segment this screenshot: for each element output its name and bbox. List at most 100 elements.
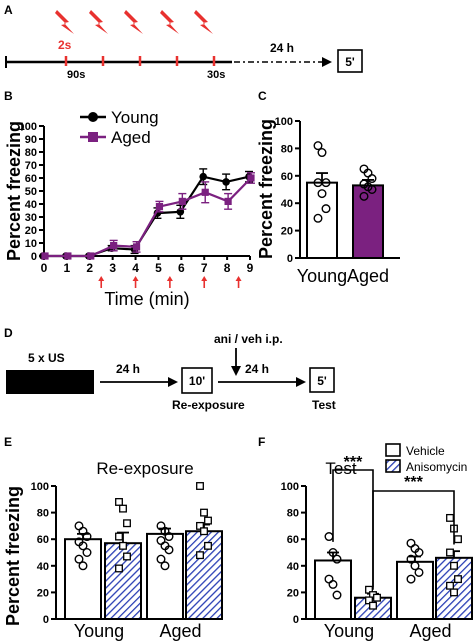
- data-point-aged: [155, 203, 164, 211]
- individual-point: [200, 527, 208, 536]
- interval-first-label: 90s: [67, 69, 85, 81]
- individual-point: [196, 521, 204, 530]
- y-tick-label: 70: [25, 160, 37, 172]
- individual-point: [450, 561, 458, 570]
- individual-point: [119, 541, 127, 550]
- individual-point: [454, 575, 462, 584]
- individual-point: [115, 532, 123, 541]
- individual-point: [313, 141, 323, 151]
- y-tick-label: 10: [25, 238, 37, 250]
- shock-arrowhead: [98, 276, 105, 281]
- individual-point: [406, 574, 416, 584]
- y-tick-label: 60: [281, 171, 293, 183]
- individual-point: [414, 548, 424, 558]
- category-label: Aged: [159, 621, 201, 641]
- individual-point: [446, 548, 454, 557]
- series-line-young: [43, 175, 250, 258]
- panel-letter-a: A: [4, 3, 13, 17]
- individual-point: [196, 482, 204, 490]
- reexposure-box: [181, 367, 213, 394]
- y-tick-label: 50: [25, 186, 37, 198]
- legend-label: Aged: [111, 128, 151, 147]
- individual-point: [446, 513, 454, 522]
- y-axis-title: Percent freezing: [256, 119, 276, 259]
- lightning-icon: [55, 10, 74, 34]
- interval-last-label: 30s: [207, 69, 225, 81]
- y-tick-label: 100: [275, 116, 293, 128]
- reexposure-duration: 10': [189, 374, 205, 388]
- data-point-aged: [64, 252, 72, 260]
- test-session-duration: 5': [345, 55, 355, 69]
- individual-point: [406, 538, 416, 548]
- bar-young-anisomycin: [104, 542, 142, 620]
- data-point-young: [222, 178, 230, 186]
- data-point-aged: [247, 174, 255, 182]
- lightning-icon: [89, 10, 108, 34]
- y-tick-label: 60: [25, 173, 37, 185]
- panel-e: E 0 20 40 60 80 100 Re-exposure Percent freezin…: [3, 435, 223, 641]
- panel-letter-d: D: [4, 326, 13, 340]
- y-tick-label: 0: [293, 614, 299, 626]
- data-point-aged: [87, 252, 95, 260]
- individual-point: [160, 561, 170, 571]
- shock-arrowhead: [235, 276, 242, 281]
- lightning-icon: [194, 10, 213, 34]
- delay-arrowhead: [322, 57, 332, 67]
- individual-point: [367, 174, 377, 184]
- shock-duration-label: 2s: [58, 38, 72, 52]
- y-tick-label: 60: [287, 534, 299, 546]
- y-axis-title: Percent freezing: [4, 121, 24, 261]
- data-point-aged: [41, 252, 49, 260]
- category-label: Young: [297, 266, 347, 286]
- delay2-label: 24 h: [245, 362, 269, 376]
- individual-point: [78, 541, 88, 551]
- individual-point: [82, 548, 92, 558]
- legend-swatch-anisomycin: [385, 459, 401, 473]
- y-tick-label: 40: [287, 561, 299, 573]
- x-tick-label: 4: [132, 261, 139, 275]
- y-tick-label: 20: [25, 225, 37, 237]
- x-tick-label: 3: [109, 261, 116, 275]
- y-tick-label: 0: [43, 614, 49, 626]
- individual-point: [123, 519, 131, 528]
- data-point-aged: [178, 197, 186, 205]
- panel-letter-f: F: [258, 435, 265, 449]
- individual-point: [317, 189, 327, 199]
- data-point-young: [199, 172, 208, 181]
- individual-point: [414, 567, 424, 577]
- us-label: 5 x US: [28, 351, 65, 365]
- individual-point: [328, 579, 338, 589]
- delay1-label: 24 h: [116, 362, 140, 376]
- individual-point: [328, 548, 338, 558]
- lightning-icon: [124, 10, 143, 34]
- individual-point: [115, 564, 123, 573]
- data-point-aged: [132, 243, 141, 251]
- y-tick-label: 0: [31, 251, 37, 263]
- y-tick-label: 100: [31, 481, 49, 493]
- x-tick-label: 9: [247, 261, 254, 275]
- test-label: Test: [312, 398, 336, 412]
- individual-point: [332, 590, 342, 600]
- individual-point: [119, 504, 127, 513]
- y-tick-label: 20: [37, 587, 49, 599]
- x-tick-label: 1: [64, 261, 71, 275]
- y-tick-label: 80: [281, 143, 293, 155]
- significance-label: ***: [404, 474, 423, 491]
- panel-a: A 2s 90s 30s 24 h 5': [4, 3, 363, 81]
- y-tick-label: 40: [37, 561, 49, 573]
- individual-point: [454, 535, 462, 544]
- legend-label: Vehicle: [406, 444, 445, 458]
- individual-point: [369, 601, 377, 610]
- individual-point: [332, 554, 342, 564]
- category-label: Aged: [409, 621, 451, 641]
- category-label: Young: [74, 621, 124, 641]
- legend-marker: [88, 112, 98, 122]
- individual-point: [373, 593, 381, 602]
- delay-label: 24 h: [270, 41, 294, 55]
- individual-point: [313, 178, 323, 188]
- y-tick-label: 80: [25, 147, 37, 159]
- individual-point: [410, 561, 420, 571]
- panel-letter-c: C: [258, 89, 267, 103]
